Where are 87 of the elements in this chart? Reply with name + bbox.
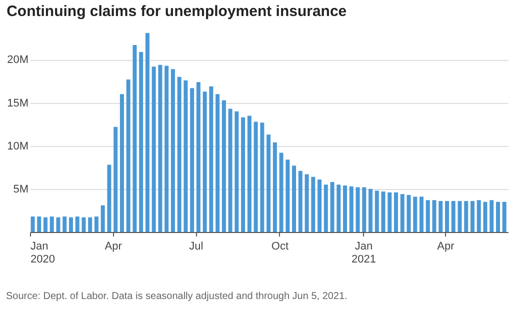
source-note: Source: Dept. of Labor. Data is seasonally adjusted and through Jun 5, 2021. — [6, 291, 348, 302]
bar — [388, 192, 392, 232]
bar — [216, 94, 220, 232]
bar — [298, 170, 302, 232]
bar — [107, 164, 112, 232]
bar — [304, 174, 309, 232]
bar — [114, 126, 118, 232]
bar — [190, 88, 194, 232]
x-tick-label: Apr — [104, 240, 122, 252]
bar — [50, 216, 54, 232]
bar — [132, 45, 137, 232]
bar — [88, 217, 92, 232]
bar — [234, 111, 239, 232]
bar — [318, 179, 322, 232]
bar — [177, 76, 182, 232]
bar — [43, 217, 48, 232]
bar — [272, 142, 277, 232]
bar — [170, 69, 175, 232]
bar — [374, 190, 379, 232]
bar — [82, 217, 86, 232]
bar — [279, 152, 284, 232]
bar — [445, 200, 449, 232]
bar — [164, 66, 169, 232]
bar — [266, 134, 271, 232]
bar — [139, 52, 144, 232]
bar — [152, 66, 156, 232]
bar — [381, 192, 386, 232]
bar — [184, 80, 188, 232]
bar — [145, 33, 150, 232]
bar — [286, 160, 290, 232]
y-tick-label: 10M — [7, 140, 28, 152]
chart-title: Continuing claims for unemployment insurance — [6, 3, 347, 20]
bar — [126, 80, 130, 232]
bar — [120, 94, 124, 232]
bar — [336, 184, 341, 232]
bar — [406, 194, 411, 232]
x-tick-label: Oct — [271, 240, 289, 252]
bar — [247, 116, 252, 232]
bar — [228, 108, 232, 232]
y-tick-label: 20M — [7, 54, 28, 66]
bar — [420, 196, 424, 232]
bar — [68, 217, 73, 232]
bar — [330, 182, 334, 232]
bar — [30, 216, 35, 232]
bar — [426, 200, 430, 232]
bar — [368, 188, 373, 232]
bar — [356, 187, 360, 232]
bar — [349, 186, 354, 232]
bar — [413, 196, 418, 232]
bar — [432, 200, 436, 232]
x-tick-label: Jan 2021 — [351, 240, 376, 266]
bar — [260, 122, 264, 232]
y-tick-label: 15M — [7, 97, 28, 110]
bar — [56, 217, 60, 232]
bar — [100, 205, 105, 232]
bar — [75, 216, 80, 232]
bar — [292, 166, 296, 232]
bar — [458, 200, 462, 232]
bar — [400, 194, 404, 232]
bar — [324, 184, 328, 232]
bar — [496, 202, 500, 232]
y-tick-label: 5M — [13, 183, 28, 196]
bar — [464, 200, 468, 232]
bar — [94, 216, 98, 232]
bar — [343, 185, 348, 232]
bar — [254, 122, 258, 232]
bar — [202, 92, 207, 232]
x-tick-label: Jul — [189, 240, 204, 252]
x-tick-label: Apr — [437, 240, 455, 252]
bar — [196, 82, 200, 232]
bar — [451, 200, 456, 232]
x-tick-label: Jan 2020 — [30, 240, 55, 266]
bar — [438, 200, 443, 232]
bar — [362, 187, 366, 232]
bar — [483, 202, 488, 232]
bar — [311, 176, 316, 232]
bar — [470, 200, 474, 232]
bar — [209, 86, 214, 232]
bar — [158, 64, 162, 232]
bar — [62, 216, 67, 232]
bar — [37, 216, 42, 232]
bar — [476, 200, 481, 232]
bar — [222, 100, 226, 232]
bar — [490, 200, 494, 232]
bar — [241, 117, 246, 232]
bar — [502, 202, 506, 232]
bar — [394, 192, 398, 232]
